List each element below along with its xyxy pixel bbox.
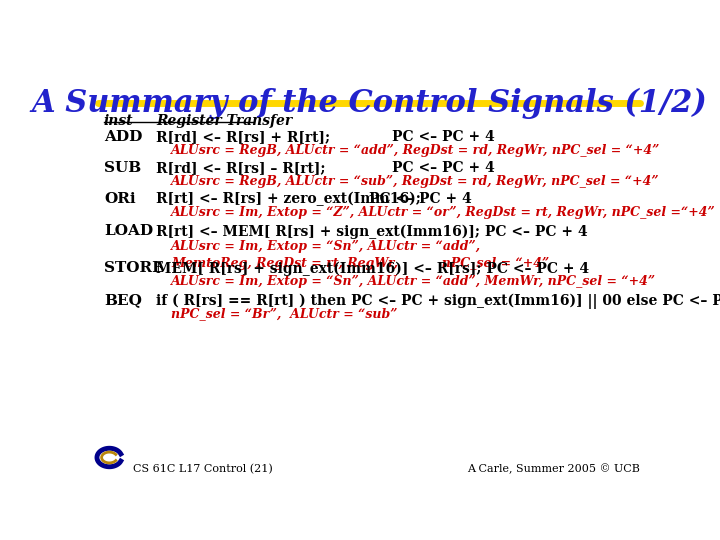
Text: MEM[ R[rs] + sign_ext(Imm16)] <– R[rs]; PC <– PC + 4: MEM[ R[rs] + sign_ext(Imm16)] <– R[rs]; … <box>156 261 589 275</box>
Text: ALUsrc = RegB, ALUctr = “add”, RegDst = rd, RegWr, nPC_sel = “+4”: ALUsrc = RegB, ALUctr = “add”, RegDst = … <box>171 144 661 157</box>
Text: ADD: ADD <box>104 130 143 144</box>
Text: inst: inst <box>104 114 133 128</box>
Text: BEQ: BEQ <box>104 294 142 307</box>
Text: if ( R[rs] == R[rt] ) then PC <– PC + sign_ext(Imm16)] || 00 else PC <– PC + 4: if ( R[rs] == R[rt] ) then PC <– PC + si… <box>156 294 720 309</box>
Text: PC <– PC + 4: PC <– PC + 4 <box>369 192 472 206</box>
Text: ALUsrc = Im, Extop = “Z”, ALUctr = “or”, RegDst = rt, RegWr, nPC_sel =“+4”: ALUsrc = Im, Extop = “Z”, ALUctr = “or”,… <box>171 206 716 219</box>
Text: ALUsrc = RegB, ALUctr = “sub”, RegDst = rd, RegWr, nPC_sel = “+4”: ALUsrc = RegB, ALUctr = “sub”, RegDst = … <box>171 175 660 188</box>
Text: R[rd] <– R[rs] – R[rt];: R[rd] <– R[rs] – R[rt]; <box>156 161 325 175</box>
Text: STORE: STORE <box>104 261 163 275</box>
Text: ORi: ORi <box>104 192 135 206</box>
Text: R[rt] <– MEM[ R[rs] + sign_ext(Imm16)]; PC <– PC + 4: R[rt] <– MEM[ R[rs] + sign_ext(Imm16)]; … <box>156 224 588 239</box>
Text: Register Transfer: Register Transfer <box>156 114 292 128</box>
Text: PC <– PC + 4: PC <– PC + 4 <box>392 161 495 175</box>
Text: A Carle, Summer 2005 © UCB: A Carle, Summer 2005 © UCB <box>467 464 640 475</box>
Text: ALUsrc = Im, Extop = “Sn”, ALUctr = “add”, MemWr, nPC_sel = “+4”: ALUsrc = Im, Extop = “Sn”, ALUctr = “add… <box>171 275 657 288</box>
Text: R[rt] <– R[rs] + zero_ext(Imm16);: R[rt] <– R[rs] + zero_ext(Imm16); <box>156 192 420 206</box>
Text: SUB: SUB <box>104 161 141 175</box>
Text: nPC_sel = “Br”,  ALUctr = “sub”: nPC_sel = “Br”, ALUctr = “sub” <box>171 307 398 320</box>
Text: PC <– PC + 4: PC <– PC + 4 <box>392 130 495 144</box>
Text: LOAD: LOAD <box>104 224 153 238</box>
Text: CS 61C L17 Control (21): CS 61C L17 Control (21) <box>132 464 272 475</box>
Text: R[rd] <– R[rs] + R[rt];: R[rd] <– R[rs] + R[rt]; <box>156 130 330 144</box>
Text: ALUsrc = Im, Extop = “Sn”, ALUctr = “add”,
MemtoReg, RegDst = rt, RegWr,        : ALUsrc = Im, Extop = “Sn”, ALUctr = “add… <box>171 240 549 269</box>
Text: A Summary of the Control Signals (1/2): A Summary of the Control Signals (1/2) <box>31 88 707 119</box>
